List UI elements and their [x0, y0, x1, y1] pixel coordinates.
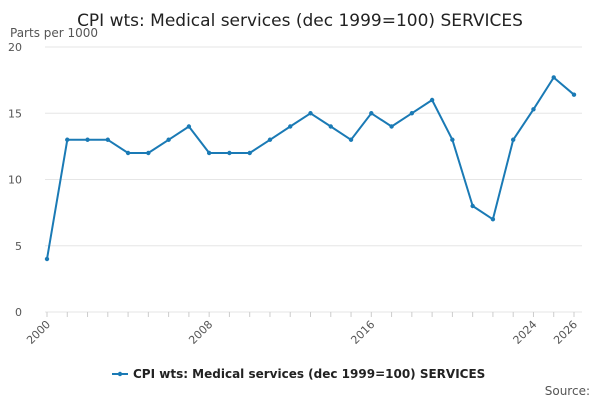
- y-ticks: 0 5 10 15 20: [8, 41, 22, 319]
- data-point[interactable]: [267, 137, 273, 142]
- data-point[interactable]: [186, 124, 192, 129]
- data-point[interactable]: [470, 203, 475, 209]
- y-tick-label: 10: [8, 174, 22, 187]
- data-point[interactable]: [166, 137, 171, 142]
- x-tick-label: 2024: [511, 318, 540, 347]
- y-tick-label: 20: [8, 41, 22, 54]
- y-tick-label: 0: [15, 306, 22, 319]
- data-point[interactable]: [44, 256, 50, 262]
- data-point[interactable]: [490, 217, 496, 222]
- x-tick-label: 2008: [186, 318, 215, 347]
- data-point[interactable]: [288, 124, 293, 129]
- data-point[interactable]: [429, 97, 435, 103]
- data-point[interactable]: [571, 92, 577, 97]
- data-point[interactable]: [146, 150, 151, 156]
- data-point[interactable]: [328, 124, 333, 129]
- data-point[interactable]: [105, 137, 111, 142]
- data-point[interactable]: [510, 137, 516, 142]
- y-axis-label: Parts per 1000: [10, 26, 98, 40]
- source-label: Source:: [545, 384, 590, 398]
- data-point[interactable]: [389, 124, 394, 129]
- data-point[interactable]: [65, 137, 70, 142]
- data-point[interactable]: [531, 107, 536, 112]
- x-ticks: 2000 2008 2016 2024 2026: [24, 312, 580, 347]
- series-line: [46, 76, 575, 260]
- data-point[interactable]: [551, 75, 556, 80]
- x-tick-label: 2000: [24, 318, 53, 347]
- x-tick-label: 2026: [551, 318, 580, 347]
- legend-label: CPI wts: Medical services (dec 1999=100)…: [133, 367, 485, 381]
- grid: [45, 46, 582, 313]
- legend-swatch-marker: [117, 371, 123, 377]
- x-tick-label: 2016: [348, 318, 377, 347]
- data-point[interactable]: [206, 150, 212, 156]
- data-point[interactable]: [369, 111, 374, 116]
- y-tick-label: 15: [8, 107, 22, 120]
- legend[interactable]: CPI wts: Medical services (dec 1999=100)…: [112, 367, 485, 381]
- data-point[interactable]: [348, 137, 354, 142]
- data-point[interactable]: [227, 150, 232, 156]
- data-point[interactable]: [125, 150, 131, 156]
- data-point[interactable]: [85, 137, 90, 142]
- y-tick-label: 5: [15, 240, 22, 253]
- data-point[interactable]: [308, 111, 313, 116]
- chart-title: CPI wts: Medical services (dec 1999=100)…: [77, 11, 523, 31]
- series: [44, 75, 577, 262]
- data-point[interactable]: [247, 150, 252, 156]
- data-point[interactable]: [409, 111, 415, 116]
- data-point[interactable]: [450, 137, 455, 142]
